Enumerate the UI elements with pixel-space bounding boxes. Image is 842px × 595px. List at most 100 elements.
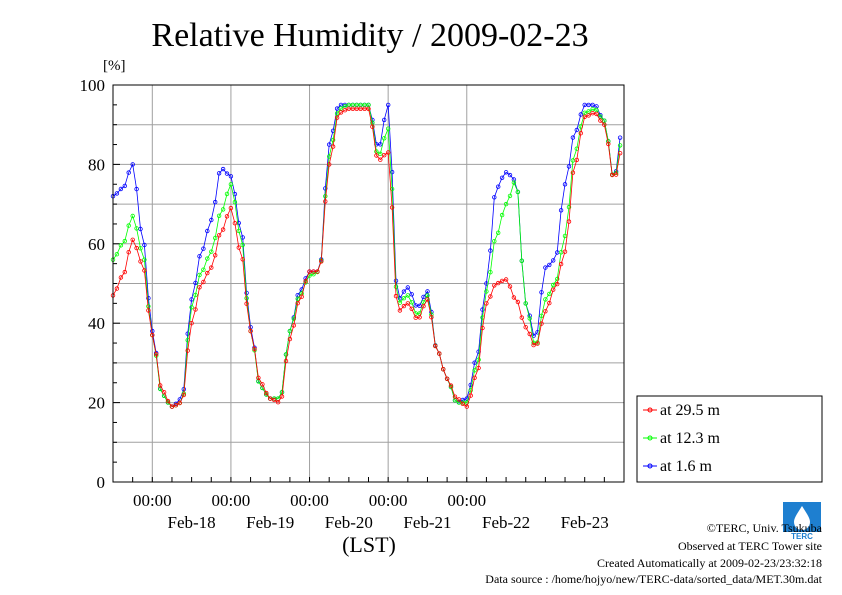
data-point: [586, 113, 591, 118]
data-point: [539, 313, 544, 318]
data-point: [232, 199, 238, 205]
data-point: [283, 352, 289, 357]
data-point: [441, 367, 446, 372]
data-point: [389, 205, 395, 210]
data-point: [519, 258, 524, 263]
data-point: [378, 151, 383, 156]
data-point: [114, 286, 120, 291]
data-point: [433, 343, 438, 349]
data-point: [582, 110, 587, 115]
data-point: [240, 242, 245, 248]
series-line: [112, 104, 621, 408]
data-point: [527, 316, 532, 321]
data-point: [287, 336, 293, 342]
data-point: [598, 114, 603, 119]
data-point: [334, 111, 340, 116]
data-point: [209, 249, 214, 254]
x-date-label: Feb-21: [403, 513, 451, 532]
data-point: [240, 257, 245, 262]
data-point: [535, 341, 540, 346]
data-point: [547, 300, 552, 306]
data-point: [617, 150, 623, 156]
y-axis-label: [%]: [103, 58, 126, 74]
data-point: [370, 124, 375, 129]
data-point: [252, 346, 257, 352]
data-point: [295, 301, 300, 306]
data-point: [378, 157, 383, 162]
data-point: [547, 262, 552, 268]
data-point: [197, 285, 202, 290]
legend-label: at 29.5 m: [660, 402, 721, 419]
y-tick-label: 0: [97, 473, 106, 492]
x-time-label: 00:00: [447, 491, 486, 510]
data-point: [311, 272, 316, 277]
data-point: [405, 293, 410, 298]
data-point: [499, 212, 505, 218]
data-point: [283, 358, 289, 364]
data-point: [169, 404, 175, 409]
data-point: [185, 348, 190, 353]
data-point: [472, 375, 477, 380]
data-point: [130, 162, 135, 167]
x-time-label: 00:00: [290, 491, 329, 510]
data-point: [527, 331, 532, 337]
data-point: [205, 270, 210, 276]
data-point: [165, 398, 171, 404]
data-point: [598, 118, 603, 123]
data-point: [511, 180, 517, 185]
series-at-29-5-m: [110, 106, 623, 409]
data-point: [197, 254, 202, 259]
y-tick-labels: 0 20 40 60 80 100: [80, 76, 106, 492]
legend: at 29.5 m at 12.3 m at 1.6 m: [636, 395, 823, 483]
data-point: [401, 289, 407, 294]
y-tick-label: 80: [88, 155, 105, 174]
data-point: [590, 110, 595, 116]
data-point: [161, 390, 167, 395]
data-point: [421, 304, 426, 309]
data-point: [256, 375, 261, 380]
x-date-label: Feb-23: [561, 513, 609, 532]
legend-marker: [647, 435, 653, 441]
data-point: [224, 214, 230, 219]
data-point: [472, 368, 477, 373]
data-point: [511, 177, 517, 182]
data-point: [209, 217, 214, 223]
data-point: [386, 102, 391, 108]
data-point: [574, 127, 579, 133]
data-point: [499, 175, 505, 180]
data-point: [543, 265, 548, 270]
data-point: [523, 325, 528, 330]
legend-box: [636, 395, 823, 483]
data-point: [539, 290, 544, 295]
data-point: [228, 205, 234, 211]
data-point: [382, 152, 387, 158]
data-point: [555, 281, 560, 287]
legend-label: at 1.6 m: [660, 458, 713, 475]
data-point: [582, 114, 587, 119]
x-time-label: 00:00: [212, 491, 251, 510]
series-group: [110, 102, 623, 409]
data-point: [244, 301, 249, 306]
data-point: [566, 164, 572, 169]
data-point: [201, 279, 206, 285]
data-point: [264, 390, 269, 396]
data-point: [248, 328, 253, 334]
data-point: [547, 291, 552, 297]
data-point: [578, 112, 583, 117]
y-tick-label: 20: [88, 394, 105, 413]
data-point: [480, 307, 485, 312]
data-point: [370, 120, 375, 125]
data-point: [228, 174, 234, 179]
data-point: [562, 182, 568, 187]
data-point: [185, 331, 190, 336]
data-point: [496, 280, 501, 286]
data-point: [389, 186, 395, 192]
data-point: [409, 292, 414, 297]
data-point: [323, 199, 328, 204]
data-point: [122, 183, 127, 189]
data-point: [118, 243, 124, 248]
data-point: [299, 294, 304, 299]
data-point: [126, 249, 131, 255]
data-point: [295, 296, 300, 301]
